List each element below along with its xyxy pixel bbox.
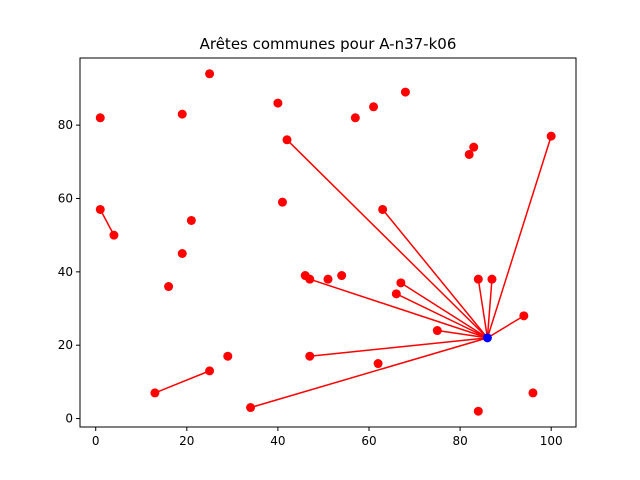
edge-line — [99, 209, 115, 236]
edges-layer — [99, 135, 552, 409]
points-layer — [95, 69, 556, 416]
data-point — [186, 215, 196, 225]
data-point — [177, 249, 187, 259]
x-tick-label: 20 — [179, 434, 194, 448]
data-point — [223, 351, 233, 361]
edge-line — [309, 337, 488, 357]
data-point — [205, 366, 215, 376]
depot-point — [482, 333, 492, 343]
y-tick-label: 0 — [65, 412, 73, 426]
edge-line — [250, 337, 488, 409]
data-point — [473, 406, 483, 416]
data-point — [205, 69, 215, 79]
x-tick-label: 0 — [92, 434, 100, 448]
data-point — [305, 274, 315, 284]
edge-line — [437, 329, 488, 339]
y-tick-label: 20 — [58, 338, 73, 352]
data-point — [373, 359, 383, 369]
data-point — [546, 131, 556, 141]
data-point — [246, 403, 256, 413]
plot-frame — [79, 57, 577, 428]
edge-line — [486, 135, 552, 339]
data-point — [473, 274, 483, 284]
x-tick-label: 60 — [361, 434, 376, 448]
edge-line — [477, 279, 489, 338]
data-point — [391, 289, 401, 299]
data-point — [469, 142, 479, 152]
data-point — [273, 98, 283, 108]
data-point — [337, 271, 347, 281]
data-point — [464, 149, 474, 159]
x-tick-label: 40 — [270, 434, 285, 448]
data-point — [323, 274, 333, 284]
y-tick-label: 40 — [58, 265, 73, 279]
y-tick-label: 80 — [58, 118, 73, 132]
x-tick-label: 100 — [540, 434, 563, 448]
data-point — [400, 87, 410, 97]
edge-line — [154, 370, 210, 394]
data-point — [95, 204, 105, 214]
edge-line — [486, 279, 493, 338]
x-tick-label: 80 — [452, 434, 467, 448]
data-point — [177, 109, 187, 119]
data-point — [350, 113, 360, 123]
y-tick-label: 60 — [58, 191, 73, 205]
data-point — [519, 311, 529, 321]
data-point — [487, 274, 497, 284]
data-point — [95, 113, 105, 123]
edge-line — [309, 278, 488, 339]
data-point — [277, 197, 287, 207]
data-point — [150, 388, 160, 398]
data-point — [396, 278, 406, 288]
data-point — [305, 351, 315, 361]
edge-line — [286, 139, 488, 339]
chart-title: Arêtes communes pour A-n37-k06 — [200, 35, 457, 53]
data-point — [378, 204, 388, 214]
data-point — [369, 102, 379, 112]
axes-layer: 0 20 40 60 80 100 0 20 40 60 80 — [58, 57, 577, 448]
data-point — [432, 326, 442, 336]
data-point — [528, 388, 538, 398]
edge-line — [400, 282, 488, 339]
data-point — [282, 135, 292, 145]
data-point — [109, 230, 119, 240]
edge-line — [382, 209, 488, 339]
edge-line — [487, 315, 525, 339]
data-point — [164, 282, 174, 292]
edge-line — [395, 293, 488, 339]
